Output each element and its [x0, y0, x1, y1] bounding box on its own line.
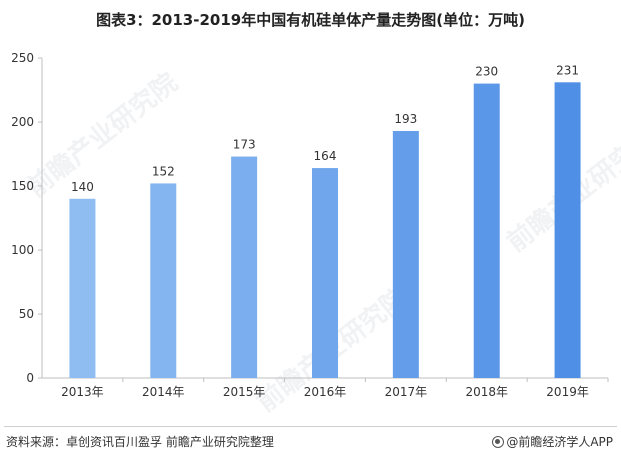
- data-label: 140: [71, 180, 94, 194]
- data-label: 193: [394, 112, 417, 126]
- y-tick-label: 200: [11, 115, 34, 129]
- x-tick-label: 2014年: [142, 385, 185, 399]
- x-tick-label: 2017年: [385, 385, 428, 399]
- bar-2017年: [392, 130, 419, 378]
- y-tick-label: 100: [11, 243, 34, 257]
- bar-2015年: [231, 156, 258, 378]
- footer-divider: [4, 426, 617, 427]
- bar-2019年: [554, 82, 581, 378]
- bar-2018年: [473, 83, 500, 378]
- brand-text: @前瞻经济学人APP: [506, 435, 613, 449]
- x-tick-label: 2019年: [546, 385, 589, 399]
- y-tick-label: 250: [11, 51, 34, 65]
- data-label: 164: [314, 149, 337, 163]
- x-tick-label: 2015年: [223, 385, 266, 399]
- chart-title: 图表3：2013-2019年中国有机硅单体产量走势图(单位：万吨): [96, 11, 525, 29]
- bar-2016年: [312, 168, 338, 378]
- brand-credit: @前瞻经济学人APP: [492, 433, 613, 450]
- brand-logo-icon: [492, 436, 505, 448]
- data-label: 173: [233, 138, 256, 152]
- x-tick-label: 2018年: [465, 385, 508, 399]
- data-label: 231: [556, 63, 579, 77]
- data-label: 230: [475, 65, 498, 79]
- y-tick-label: 150: [11, 179, 34, 193]
- data-label: 152: [152, 164, 175, 178]
- bar-2013年: [69, 198, 96, 378]
- source-note: 资料来源：卓创资讯百川盈孚 前瞻产业研究院整理: [6, 435, 274, 449]
- y-tick-label: 0: [26, 371, 34, 385]
- x-tick-label: 2013年: [61, 385, 104, 399]
- bar-2014年: [150, 183, 177, 378]
- x-tick-label: 2016年: [304, 385, 347, 399]
- y-tick-label: 50: [19, 307, 34, 321]
